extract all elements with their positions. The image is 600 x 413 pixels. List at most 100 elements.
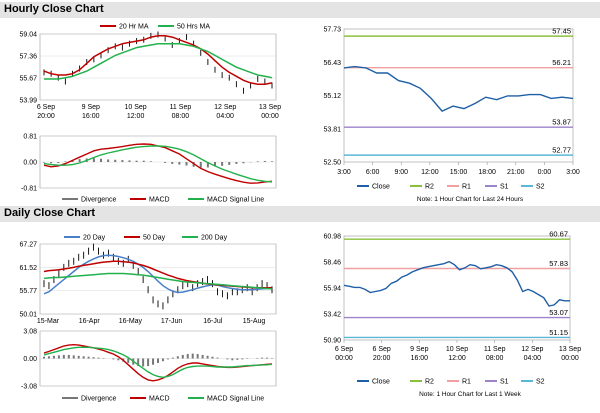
daily-levels-y-tick-label: 58.46 — [323, 260, 341, 267]
daily-20-day-line — [43, 254, 273, 295]
daily-levels-x-tick-time: 12:00 — [448, 355, 466, 362]
daily-levels-frame — [343, 235, 571, 341]
hourly-levels-note: Note: 1 Hour Chart for Last 24 Hours — [417, 196, 524, 203]
daily-levels-legend-r1-label: R1 — [462, 379, 471, 386]
hourly-section-title: Hourly Close Chart — [4, 3, 104, 15]
hourly-levels-legend-r1-label: R1 — [462, 184, 471, 191]
daily-levels-x-tick-time: 00:00 — [561, 355, 579, 362]
hourly-levels-level-label-s1: 53.87 — [552, 118, 571, 127]
daily-levels-x-tick-day: 6 Sep — [335, 346, 353, 353]
daily-legend-50-day-label: 50 Day — [143, 235, 166, 242]
daily-legend-macd-label: MACD — [149, 396, 170, 403]
daily-levels-level-label-s2: 51.15 — [549, 328, 568, 337]
hourly-price-y-tick-label: 57.36 — [19, 54, 37, 61]
hourly-price-x-tick-day: 13 Sep — [259, 104, 281, 111]
hourly-price-y-tick-label: 59.04 — [19, 32, 37, 39]
hourly-levels-x-tick-label: 12:00 — [421, 169, 439, 176]
daily-price-x-tick-label: 15-Aug — [243, 318, 266, 325]
hourly-price-x-tick-time: 20:00 — [37, 113, 55, 120]
daily-price-y-tick-label: 67.27 — [19, 242, 37, 249]
daily-levels-x-tick-time: 20:00 — [373, 355, 391, 362]
daily-price-x-tick-label: 16-Apr — [79, 318, 101, 325]
daily-price-x-tick-label: 15-Mar — [37, 318, 60, 325]
daily-price-y-tick-label: 61.52 — [19, 265, 37, 272]
daily-legend-divergence-label: Divergence — [81, 396, 117, 403]
hourly-legend-divergence-label: Divergence — [81, 197, 117, 204]
daily-levels-close-line — [343, 260, 570, 307]
daily-levels-y-tick-label: 60.98 — [323, 234, 341, 241]
hourly-legend-macd-label: MACD — [149, 197, 170, 204]
hourly-levels-x-tick-label: 3:00 — [566, 169, 580, 176]
hourly-levels-x-tick-label: 3:00 — [337, 169, 351, 176]
hourly-price-y-tick-label: 53.99 — [19, 98, 37, 105]
daily-levels-y-tick-label: 50.90 — [323, 338, 341, 345]
hourly-price-y-tick-label: 55.67 — [19, 76, 37, 83]
daily-levels-x-tick-time: 00:00 — [335, 355, 353, 362]
daily-price-x-tick-label: 17-Jun — [161, 318, 183, 325]
hourly-signal-line — [43, 145, 273, 183]
daily-levels-legend-close-label: Close — [372, 379, 390, 386]
hourly-levels-x-tick-label: 18:00 — [478, 169, 496, 176]
daily-levels-x-tick-day: 10 Sep — [446, 346, 468, 353]
hourly-legend-20hr-ma-label: 20 Hr MA — [119, 24, 149, 31]
daily-levels-note: Note: 1 Hour Chart for Last 1 Week — [419, 391, 522, 398]
daily-levels-x-tick-day: 12 Sep — [521, 346, 543, 353]
hourly-levels-y-tick-label: 53.81 — [323, 126, 341, 133]
hourly-macd-y-tick-label: 0.00 — [23, 160, 37, 167]
daily-macd-y-tick-label: -3.08 — [21, 384, 37, 391]
daily-price-y-tick-label: 55.77 — [19, 288, 37, 295]
hourly-levels-level-label-r2: 57.45 — [552, 27, 571, 36]
daily-levels-y-tick-label: 53.42 — [323, 312, 341, 319]
daily-price-x-tick-label: 16-May — [119, 318, 143, 325]
daily-levels-level-label-r2: 60.67 — [549, 230, 568, 239]
hourly-legend-signal-label: MACD Signal Line — [207, 197, 264, 204]
daily-signal-line — [43, 346, 273, 379]
hourly-price-x-tick-time: 00:00 — [261, 113, 279, 120]
hourly-price-x-tick-day: 6 Sep — [37, 104, 55, 111]
daily-levels-x-tick-time: 16:00 — [411, 355, 429, 362]
hourly-price-x-tick-time: 12:00 — [127, 113, 145, 120]
daily-legend-20-day-label: 20 Day — [83, 235, 106, 242]
hourly-levels-y-tick-label: 52.50 — [323, 160, 341, 167]
hourly-levels-frame — [343, 28, 574, 163]
hourly-levels-level-label-r1: 56.21 — [552, 58, 571, 67]
daily-levels-x-tick-time: 04:00 — [524, 355, 542, 362]
daily-legend-200-day-label: 200 Day — [201, 235, 228, 242]
hourly-50hr-ma-line — [44, 42, 273, 80]
daily-price-y-tick-label: 50.01 — [19, 312, 37, 319]
daily-levels-legend-r2-label: R2 — [425, 379, 434, 386]
hourly-legend-50hr-ma-label: 50 Hrs MA — [177, 24, 210, 31]
daily-levels-y-tick-label: 55.94 — [323, 286, 341, 293]
daily-levels-x-tick-day: 9 Sep — [410, 346, 428, 353]
daily-levels-level-label-s1: 53.07 — [549, 308, 568, 317]
hourly-20hr-ma-line — [43, 35, 273, 85]
daily-section-title: Daily Close Chart — [4, 207, 96, 219]
hourly-section-header: Hourly Close Chart — [0, 2, 600, 18]
hourly-levels-legend-r2-label: R2 — [425, 184, 434, 191]
daily-levels-x-tick-time: 08:00 — [486, 355, 504, 362]
daily-levels-legend-s1-label: S1 — [500, 379, 509, 386]
hourly-levels-y-tick-label: 57.73 — [323, 27, 341, 34]
hourly-price-x-tick-time: 16:00 — [82, 113, 100, 120]
hourly-price-x-tick-time: 04:00 — [216, 113, 234, 120]
daily-levels-x-tick-day: 6 Sep — [373, 346, 391, 353]
daily-legend-signal-label: MACD Signal Line — [207, 396, 264, 403]
hourly-price-x-tick-time: 08:00 — [172, 113, 190, 120]
hourly-price-x-tick-day: 10 Sep — [125, 104, 147, 111]
hourly-levels-y-tick-label: 55.12 — [323, 93, 341, 100]
hourly-price-x-tick-day: 9 Sep — [82, 104, 100, 111]
hourly-levels-x-tick-label: 15:00 — [450, 169, 468, 176]
daily-price-x-tick-label: 16-Jul — [203, 318, 223, 325]
hourly-macd-y-tick-label: -0.81 — [21, 186, 37, 193]
daily-levels-x-tick-day: 11 Sep — [484, 346, 506, 353]
daily-levels-level-label-r1: 57.83 — [549, 259, 568, 268]
hourly-levels-y-tick-label: 56.43 — [323, 60, 341, 67]
hourly-price-x-tick-day: 11 Sep — [170, 104, 192, 111]
hourly-levels-x-tick-label: 6:00 — [366, 169, 380, 176]
hourly-levels-legend-s2-label: S2 — [536, 184, 545, 191]
hourly-levels-legend-close-label: Close — [372, 184, 390, 191]
hourly-macd-y-tick-label: 0.81 — [23, 134, 37, 141]
daily-50-day-line — [43, 260, 272, 289]
daily-levels-x-tick-day: 13 Sep — [559, 346, 581, 353]
